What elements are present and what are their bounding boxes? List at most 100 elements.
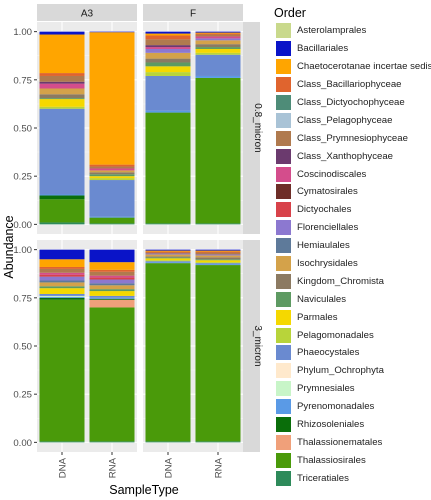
bar-segment-dna-coscinodiscales: [145, 47, 191, 49]
y-tick-label: 0.25: [13, 390, 32, 401]
legend-swatch: [276, 112, 291, 128]
bar-segment-rna-florenciellales: [195, 254, 241, 256]
legend-item-class-dictyochophyceae: Class_Dictyochophyceae: [274, 94, 431, 112]
legend-item-florenciellales: Florenciellales: [274, 219, 431, 237]
y-tick-label: 0.75: [13, 293, 32, 304]
bar-segment-rna-pyrenomonadales: [89, 216, 135, 218]
bar-segment-dna-florenciellales: [145, 48, 191, 53]
legend-swatch: [276, 148, 291, 164]
bar-segment-dna-florenciellales: [39, 276, 85, 281]
legend-item-prymnesiales: Prymnesiales: [274, 380, 431, 398]
bar-segment-dna-class-bacillariophyceae: [145, 251, 191, 253]
bar-segment-dna-parmales: [39, 288, 85, 294]
bar-segment-rna-parmales: [89, 291, 135, 296]
legend-item-triceratiales: Triceratiales: [274, 469, 431, 487]
legend-swatch: [276, 309, 291, 325]
bar-segment-dna-phaeocystales: [145, 75, 191, 111]
legend-label: Isochrysidales: [297, 258, 358, 270]
y-tick-label: 0.50: [13, 342, 32, 353]
bar-segment-dna-chaetocerotanae-incertae-sedis: [145, 33, 191, 36]
legend-label: Bacillariales: [297, 43, 349, 55]
facet-panels: A3 F 0.8_micron 3_micron 0.00 0.25 0.50 0.75 1.0…: [13, 4, 263, 478]
bar-segment-dna-naviculales: [39, 286, 85, 289]
bar-segment-dna-class-prymnesiophyceae: [39, 75, 85, 82]
bar-segment-dna-thalassiosirales: [39, 299, 85, 442]
bar-segment-rna-chaetocerotanae-incertae-sedis: [195, 250, 241, 252]
bar-segment-rna-triceratiales: [89, 441, 135, 443]
bar-segment-dna-parmales: [145, 258, 191, 261]
facet-label-f: F: [190, 9, 196, 20]
bar-segment-dna-triceratiales: [39, 222, 85, 225]
legend-item-bacillariales: Bacillariales: [274, 40, 431, 58]
legend-swatch: [276, 256, 291, 272]
bar-segment-dna-naviculales: [39, 98, 85, 100]
bar-segment-dna-rhizosoleniales: [39, 297, 85, 300]
bar-segment-rna-class-bacillariophyceae: [89, 164, 135, 167]
bar-segment-rna-bacillariales: [89, 249, 135, 263]
legend-swatch: [276, 273, 291, 289]
bar-segment-dna-class-xanthophyceae: [145, 45, 191, 48]
legend-item-thalassionematales: Thalassionematales: [274, 433, 431, 451]
legend-swatch: [276, 95, 291, 110]
legend-item-phaeocystales: Phaeocystales: [274, 344, 431, 362]
legend-label: Class_Bacillariophyceae: [297, 79, 402, 91]
legend-swatch: [276, 345, 291, 361]
legend-label: Naviculales: [297, 293, 347, 305]
bar-segment-rna-class-bacillariophyceae: [89, 269, 135, 272]
legend-label: Class_Pelagophyceae: [297, 114, 393, 126]
bar-segment-rna-florenciellales: [89, 279, 135, 284]
legend-label: Pelagomonadales: [297, 329, 374, 341]
bar-segment-rna-class-prymnesiophyceae: [89, 166, 135, 169]
legend-swatch: [276, 77, 291, 93]
bar-segment-rna-triceratiales: [195, 441, 241, 443]
bar-segment-rna-florenciellales: [195, 38, 241, 41]
bar-segment-rna-naviculales: [89, 289, 135, 292]
bar-segment-dna-bacillariales: [145, 249, 191, 251]
bar-segment-rna-class-prymnesiophyceae: [195, 252, 241, 255]
legend-label: Cymatosirales: [297, 186, 358, 198]
bar-segment-dna-pelagomonadales: [145, 72, 191, 76]
bar-segment-rna-pyrenomonadales: [195, 264, 241, 266]
bar-segment-rna-naviculales: [195, 47, 241, 49]
bar-segment-rna-phaeocystales: [195, 54, 241, 76]
bar-segment-rna-bacillariales: [195, 249, 241, 251]
legend-swatch: [276, 23, 291, 39]
facet-strip-3-micron: [243, 240, 260, 452]
bar-segment-rna-kingdom-chromista: [195, 257, 241, 260]
bar-segment-rna-isochrysidales: [89, 285, 135, 290]
bar-segment-rna-class-bacillariophyceae: [195, 251, 241, 253]
legend-swatch: [276, 381, 291, 397]
legend-swatch: [276, 166, 291, 182]
bar-segment-rna-naviculales: [195, 259, 241, 261]
bar-segment-dna-class-bacillariophyceae: [39, 73, 85, 76]
legend-items: Asterolamprales Bacillariales Chaetocerota…: [274, 22, 431, 487]
bar-segment-rna-phaeocystales: [89, 180, 135, 217]
bar-segment-dna-pelagomonadales: [145, 260, 191, 262]
legend-item-thalassiosirales: Thalassiosirales: [274, 451, 431, 469]
bar-segment-dna-kingdom-chromista: [39, 94, 85, 99]
bar-segment-rna-isochrysidales: [89, 170, 135, 173]
bar-segment-rna-parmales: [195, 48, 241, 53]
bar-segment-rna-parmales: [195, 260, 241, 263]
legend-swatch: [276, 417, 291, 433]
bar-segment-rna-chaetocerotanae-incertae-sedis: [89, 262, 135, 270]
legend-swatch: [276, 470, 291, 486]
legend-title: Order: [274, 6, 306, 20]
legend-item-naviculales: Naviculales: [274, 290, 431, 308]
facet-strip-a3: [37, 4, 137, 21]
legend-item-coscinodiscales: Coscinodiscales: [274, 165, 431, 183]
bar-segment-dna-dictyochales: [39, 274, 85, 277]
legend-item-pelagomonadales: Pelagomonadales: [274, 326, 431, 344]
bar-segment-dna-triceratiales: [39, 441, 85, 443]
bar-segment-dna-class-prymnesiophyceae: [39, 268, 85, 273]
bar-segment-dna-class-xanthophyceae: [39, 81, 85, 84]
bar-segment-dna-naviculales: [145, 257, 191, 259]
legend-label: Phylum_Ochrophyta: [297, 365, 384, 377]
panel-f-0-8-micron: [143, 22, 243, 234]
bar-segment-rna-thalassionematales: [89, 299, 135, 308]
y-tick-label: 0.00: [13, 220, 32, 231]
legend-label: Class_Xanthophyceae: [297, 150, 394, 162]
panel-a3-3-micron: 0.00 0.25 0.50 0.75 1.00 DNA RNA: [13, 240, 137, 478]
bar-segment-dna-bacillariales: [145, 31, 191, 34]
legend-swatch: [276, 452, 291, 468]
